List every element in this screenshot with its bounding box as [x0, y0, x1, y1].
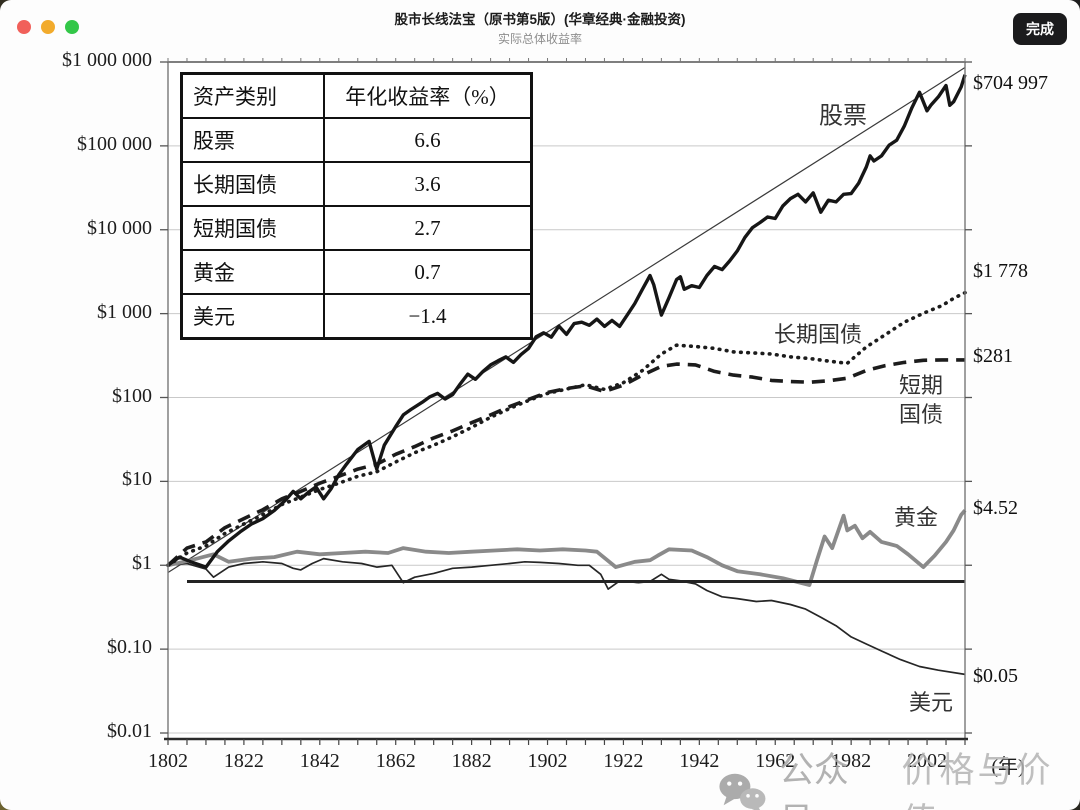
chart-subtitle: 实际总体收益率: [497, 32, 582, 46]
series-gold: [167, 509, 967, 587]
window-title: 股市长线法宝（原书第5版）(华章经典·金融投资): [394, 12, 686, 27]
return-value-cell: 年化收益率（%）: [323, 72, 533, 119]
series-dollar: [167, 557, 966, 676]
return-value-cell: −1.4: [323, 293, 533, 340]
series-stocks: [167, 74, 967, 569]
return-value-cell: 0.7: [323, 249, 533, 295]
asset-class-cell: 短期国债: [180, 205, 325, 251]
asset-class-cell: 美元: [180, 293, 325, 340]
asset-class-cell: 黄金: [180, 249, 325, 295]
traffic-lights: [17, 20, 79, 34]
titlebar: 股市长线法宝（原书第5版）(华章经典·金融投资) 实际总体收益率 完成: [0, 0, 1080, 56]
annualized-returns-table: 资产类别 年化收益率（%） 股票 6.6 长期国债 3.6 短期国债 2.7 黄金 0.7 美元 −1…: [180, 72, 533, 340]
asset-class-cell: 长期国债: [180, 161, 325, 207]
return-value-cell: 3.6: [323, 161, 533, 207]
table-row: 黄金 0.7: [180, 249, 533, 295]
table-row: 短期国债 2.7: [180, 205, 533, 251]
minimize-window-button[interactable]: [41, 20, 55, 34]
close-window-button[interactable]: [17, 20, 31, 34]
table-row: 股票 6.6: [180, 117, 533, 163]
return-value-cell: 6.6: [323, 117, 533, 163]
asset-class-cell: 股票: [180, 117, 325, 163]
series-trend: [167, 66, 966, 574]
asset-class-cell: 资产类别: [180, 72, 325, 119]
done-button[interactable]: 完成: [1013, 13, 1067, 45]
zoom-window-button[interactable]: [65, 20, 79, 34]
return-value-cell: 2.7: [323, 205, 533, 251]
series-bills: [166, 358, 965, 567]
table-row: 美元 −1.4: [180, 293, 533, 340]
table-row: 长期国债 3.6: [180, 161, 533, 207]
table-header-row: 资产类别 年化收益率（%）: [180, 72, 533, 119]
